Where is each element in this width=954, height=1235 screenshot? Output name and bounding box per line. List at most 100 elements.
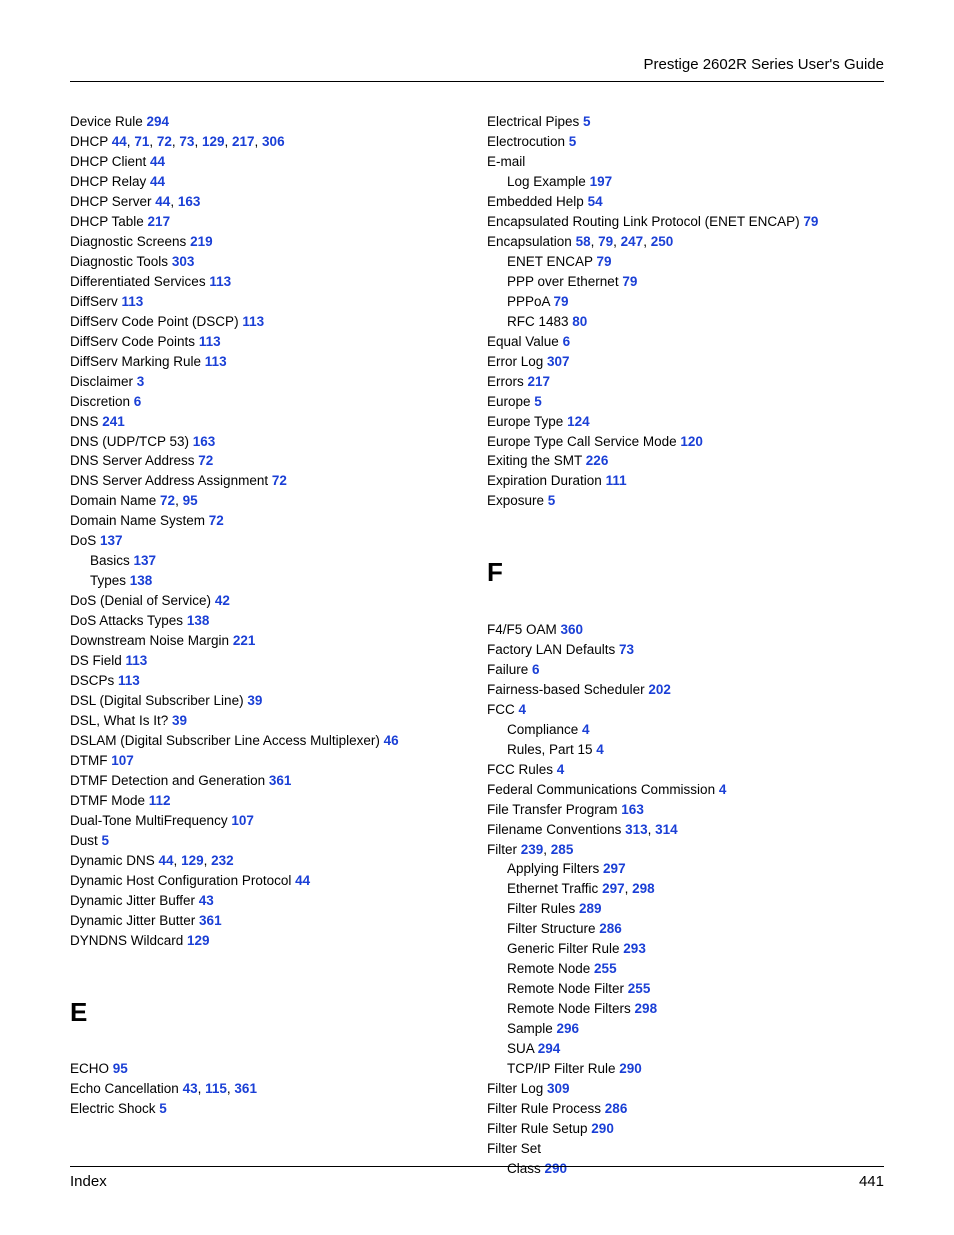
page-link[interactable]: 79 — [597, 254, 612, 269]
page-link[interactable]: 5 — [102, 833, 110, 848]
page-link[interactable]: 95 — [113, 1061, 128, 1076]
page-link[interactable]: 137 — [100, 533, 123, 548]
page-link[interactable]: 163 — [193, 434, 216, 449]
page-link[interactable]: 4 — [596, 742, 604, 757]
page-link[interactable]: 250 — [651, 234, 674, 249]
page-link[interactable]: 286 — [599, 921, 622, 936]
page-link[interactable]: 72 — [160, 493, 175, 508]
page-link[interactable]: 44 — [112, 134, 127, 149]
page-link[interactable]: 4 — [582, 722, 590, 737]
page-link[interactable]: 107 — [111, 753, 134, 768]
page-link[interactable]: 72 — [209, 513, 224, 528]
page-link[interactable]: 5 — [159, 1101, 167, 1116]
page-link[interactable]: 44 — [150, 174, 165, 189]
page-link[interactable]: 113 — [122, 294, 144, 309]
page-link[interactable]: 163 — [178, 194, 201, 209]
page-link[interactable]: 80 — [572, 314, 587, 329]
page-link[interactable]: 294 — [147, 114, 170, 129]
page-link[interactable]: 44 — [295, 873, 310, 888]
page-link[interactable]: 309 — [547, 1081, 570, 1096]
page-link[interactable]: 217 — [148, 214, 171, 229]
page-link[interactable]: 137 — [134, 553, 157, 568]
page-link[interactable]: 6 — [532, 662, 540, 677]
page-link[interactable]: 58 — [576, 234, 591, 249]
page-link[interactable]: 297 — [603, 861, 626, 876]
page-link[interactable]: 111 — [606, 473, 627, 488]
page-link[interactable]: 3 — [137, 374, 145, 389]
page-link[interactable]: 239 — [521, 842, 544, 857]
page-link[interactable]: 79 — [622, 274, 637, 289]
page-link[interactable]: 298 — [635, 1001, 658, 1016]
page-link[interactable]: 107 — [231, 813, 254, 828]
page-link[interactable]: 95 — [183, 493, 198, 508]
page-link[interactable]: 79 — [803, 214, 818, 229]
page-link[interactable]: 303 — [172, 254, 195, 269]
page-link[interactable]: 5 — [534, 394, 542, 409]
page-link[interactable]: 54 — [588, 194, 603, 209]
page-link[interactable]: 72 — [198, 453, 213, 468]
page-link[interactable]: 39 — [172, 713, 187, 728]
page-link[interactable]: 217 — [528, 374, 551, 389]
page-link[interactable]: 129 — [202, 134, 225, 149]
page-link[interactable]: 306 — [262, 134, 285, 149]
page-link[interactable]: 314 — [655, 822, 678, 837]
page-link[interactable]: 79 — [598, 234, 613, 249]
page-link[interactable]: 5 — [548, 493, 556, 508]
page-link[interactable]: 285 — [551, 842, 574, 857]
page-link[interactable]: 44 — [150, 154, 165, 169]
page-link[interactable]: 43 — [183, 1081, 198, 1096]
page-link[interactable]: 46 — [384, 733, 399, 748]
page-link[interactable]: 297 — [602, 881, 625, 896]
page-link[interactable]: 113 — [118, 673, 140, 688]
page-link[interactable]: 72 — [272, 473, 287, 488]
page-link[interactable]: 360 — [561, 622, 584, 637]
page-link[interactable]: 44 — [159, 853, 174, 868]
page-link[interactable]: 247 — [621, 234, 644, 249]
page-link[interactable]: 4 — [557, 762, 565, 777]
page-link[interactable]: 293 — [623, 941, 646, 956]
page-link[interactable]: 219 — [190, 234, 213, 249]
page-link[interactable]: 290 — [619, 1061, 642, 1076]
page-link[interactable]: 79 — [554, 294, 569, 309]
page-link[interactable]: 217 — [232, 134, 255, 149]
page-link[interactable]: 113 — [126, 653, 148, 668]
page-link[interactable]: 129 — [187, 933, 210, 948]
page-link[interactable]: 241 — [102, 414, 125, 429]
page-link[interactable]: 138 — [130, 573, 153, 588]
page-link[interactable]: 113 — [209, 274, 231, 289]
page-link[interactable]: 113 — [205, 354, 227, 369]
page-link[interactable]: 296 — [557, 1021, 580, 1036]
page-link[interactable]: 294 — [538, 1041, 561, 1056]
page-link[interactable]: 361 — [199, 913, 222, 928]
page-link[interactable]: 113 — [199, 334, 221, 349]
page-link[interactable]: 6 — [563, 334, 571, 349]
page-link[interactable]: 73 — [619, 642, 634, 657]
page-link[interactable]: 113 — [242, 314, 264, 329]
page-link[interactable]: 221 — [233, 633, 256, 648]
page-link[interactable]: 313 — [625, 822, 648, 837]
page-link[interactable]: 163 — [621, 802, 644, 817]
page-link[interactable]: 307 — [547, 354, 570, 369]
page-link[interactable]: 72 — [157, 134, 172, 149]
page-link[interactable]: 5 — [583, 114, 591, 129]
page-link[interactable]: 289 — [579, 901, 602, 916]
page-link[interactable]: 226 — [586, 453, 609, 468]
page-link[interactable]: 39 — [247, 693, 262, 708]
page-link[interactable]: 255 — [594, 961, 617, 976]
page-link[interactable]: 361 — [234, 1081, 257, 1096]
page-link[interactable]: 73 — [179, 134, 194, 149]
page-link[interactable]: 43 — [199, 893, 214, 908]
page-link[interactable]: 138 — [187, 613, 210, 628]
page-link[interactable]: 6 — [134, 394, 142, 409]
page-link[interactable]: 202 — [648, 682, 671, 697]
page-link[interactable]: 4 — [719, 782, 727, 797]
page-link[interactable]: 5 — [569, 134, 577, 149]
page-link[interactable]: 44 — [155, 194, 170, 209]
page-link[interactable]: 129 — [181, 853, 204, 868]
page-link[interactable]: 286 — [605, 1101, 628, 1116]
page-link[interactable]: 197 — [590, 174, 613, 189]
page-link[interactable]: 4 — [519, 702, 527, 717]
page-link[interactable]: 120 — [680, 434, 703, 449]
page-link[interactable]: 298 — [632, 881, 655, 896]
page-link[interactable]: 115 — [205, 1081, 227, 1096]
